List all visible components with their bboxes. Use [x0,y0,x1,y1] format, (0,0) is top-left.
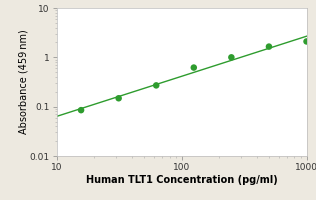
Point [266,45,271,48]
Point [79,109,84,112]
Point [154,84,159,87]
Y-axis label: Absorbance (459 nm): Absorbance (459 nm) [18,30,28,134]
Point [229,56,234,59]
Point [304,40,309,43]
X-axis label: Human TLT1 Concentration (pg/ml): Human TLT1 Concentration (pg/ml) [86,175,277,185]
Point [116,97,121,100]
Point [191,66,196,69]
